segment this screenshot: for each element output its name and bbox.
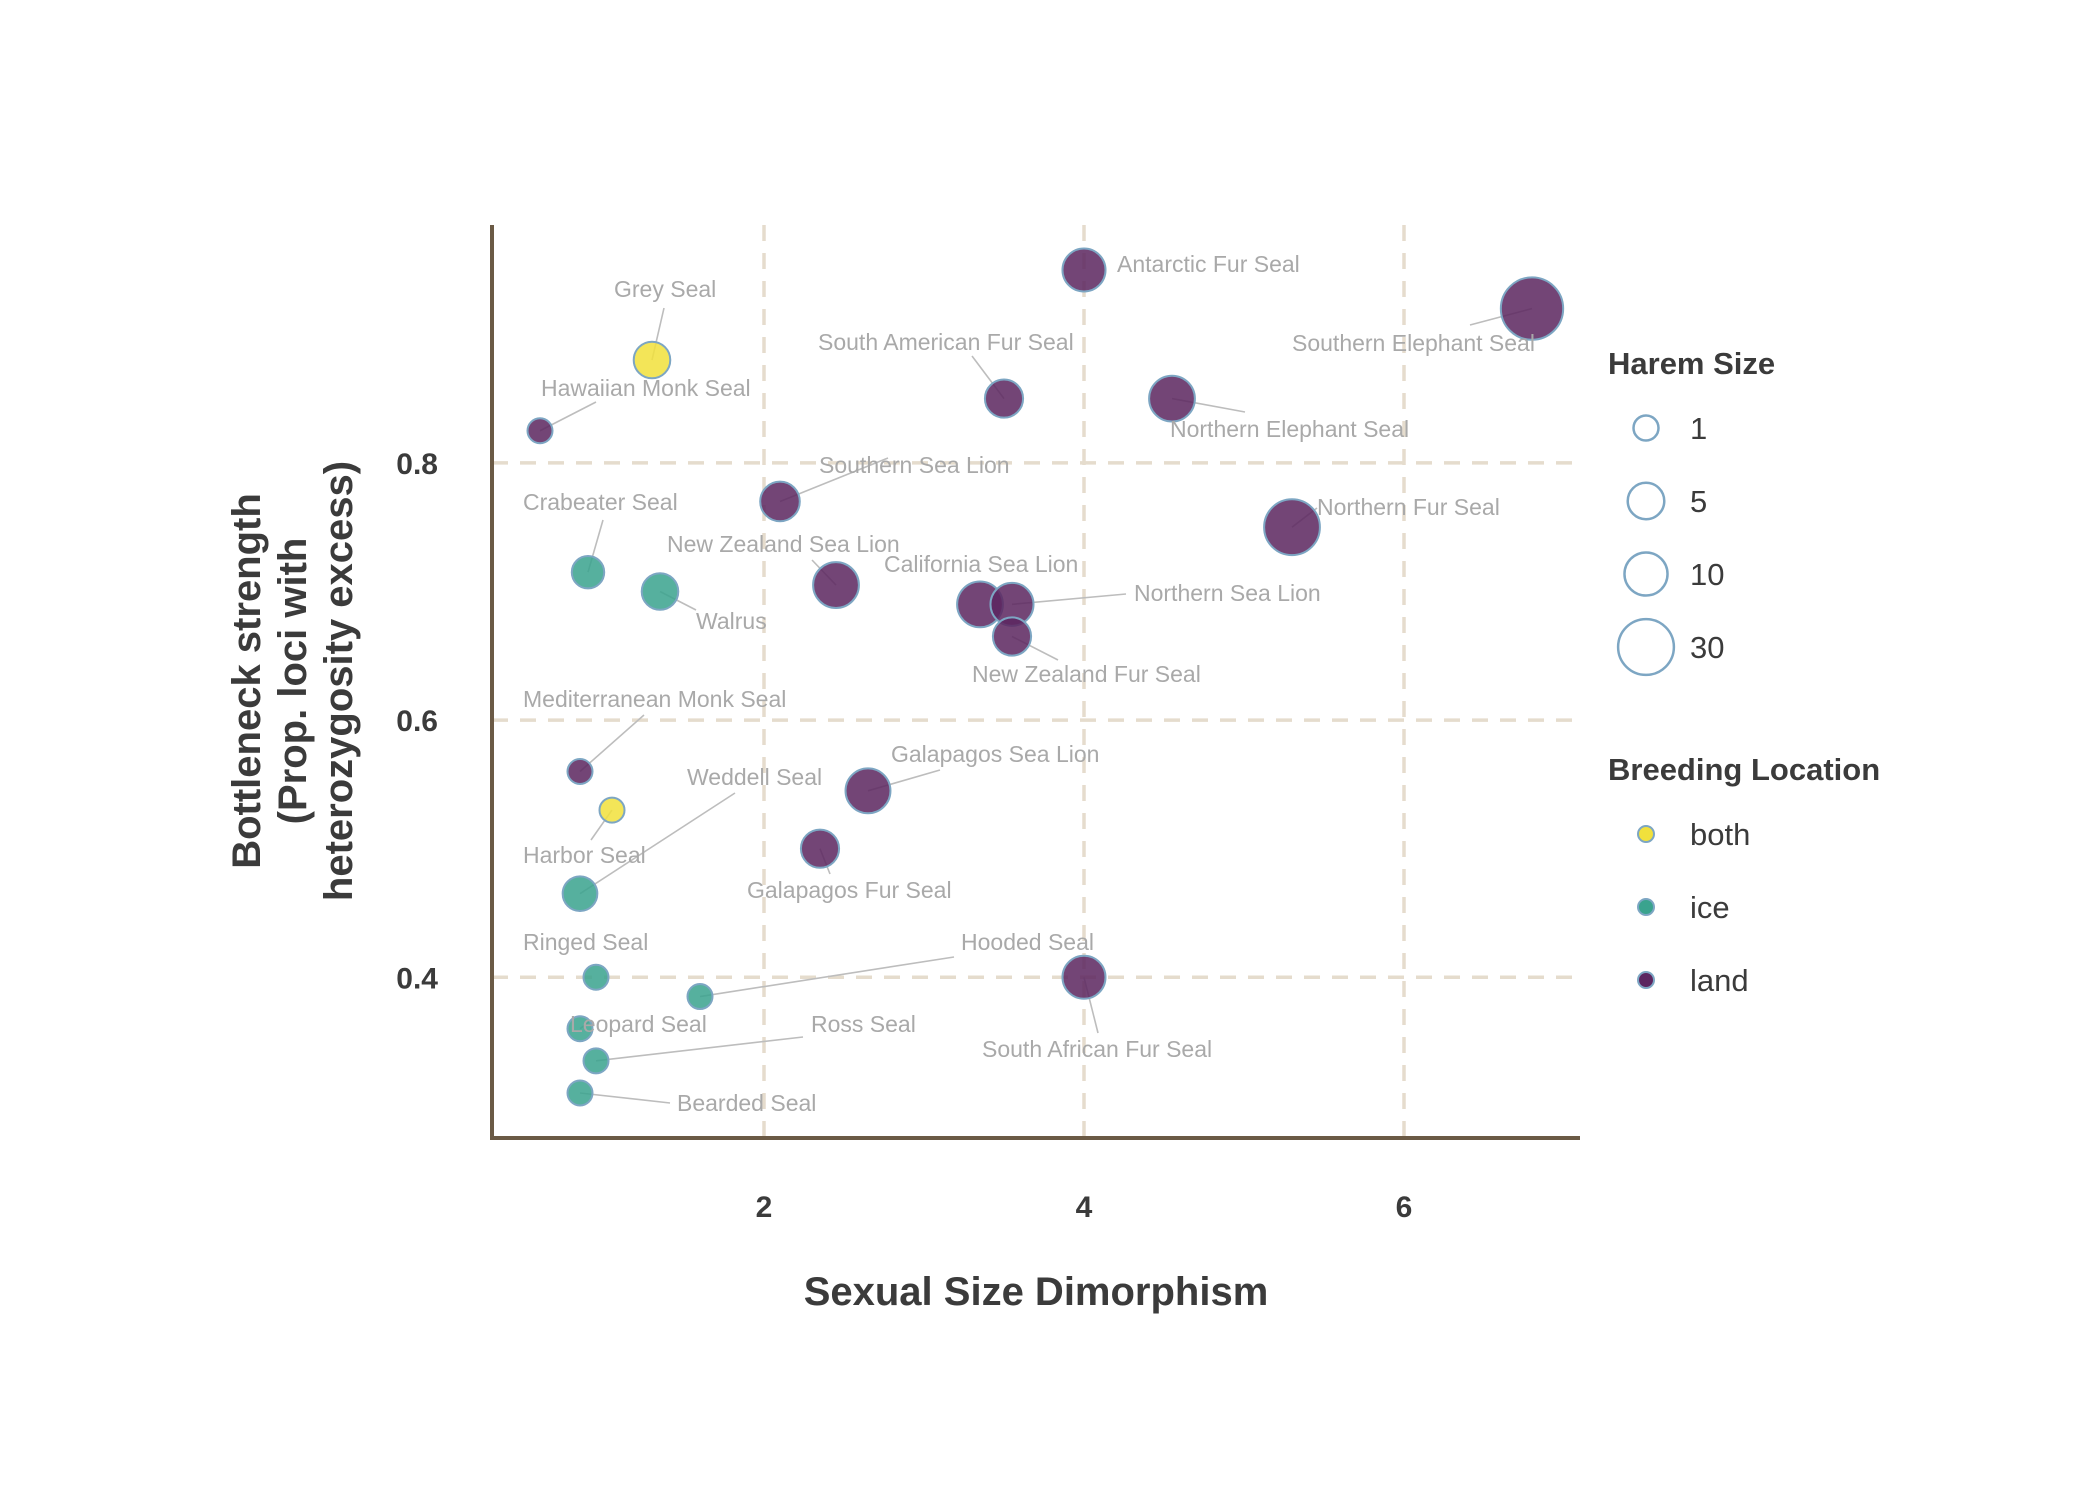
- data-point: [1061, 247, 1107, 293]
- point-label: South American Fur Seal: [818, 329, 1074, 355]
- x-tick-label: 4: [1076, 1191, 1093, 1224]
- point-label: Weddell Seal: [687, 764, 822, 790]
- point-label: Mediterranean Monk Seal: [523, 686, 786, 712]
- y-tick-label: 0.6: [396, 705, 438, 738]
- color-legend-label: ice: [1690, 890, 1730, 925]
- point-label: Hooded Seal: [961, 929, 1094, 955]
- y-axis-title: Bottleneck strength(Prop. loci withheter…: [225, 461, 361, 901]
- data-point: [844, 767, 892, 815]
- size-legend-key: [1616, 617, 1676, 677]
- size-legend: Harem Size 1 5 10 30: [1608, 346, 1775, 677]
- point-label: Ringed Seal: [523, 929, 648, 955]
- data-point: [566, 1079, 594, 1107]
- size-legend-key: [1626, 481, 1666, 521]
- data-point: [799, 828, 841, 869]
- leader-line: [579, 792, 736, 895]
- point-labels: Antarctic Fur Seal Southern Elephant Seal…: [523, 251, 1535, 1116]
- data-point: [1148, 374, 1196, 423]
- data-point: [1061, 954, 1107, 1000]
- data-point: [686, 983, 714, 1011]
- data-point: [566, 1015, 594, 1043]
- point-label: Northern Fur Seal: [1317, 494, 1500, 520]
- x-tick-label: 2: [756, 1191, 773, 1224]
- y-axis-title-line: heterozygosity excess): [317, 461, 361, 901]
- point-label: Southern Sea Lion: [819, 452, 1010, 478]
- point-label: New Zealand Sea Lion: [667, 531, 900, 557]
- axes: 2 4 6 0.4 0.6 0.8: [396, 225, 1580, 1224]
- size-legend-key: [1632, 414, 1660, 442]
- point-label: Northern Sea Lion: [1134, 580, 1321, 606]
- data-point: [598, 796, 626, 824]
- size-legend-label: 1: [1690, 411, 1707, 446]
- data-points: [526, 247, 1565, 1107]
- data-point: [526, 417, 554, 445]
- data-point: [1499, 276, 1565, 341]
- point-label: Ross Seal: [811, 1011, 916, 1037]
- color-legend-key: [1637, 825, 1655, 843]
- y-tick-label: 0.4: [396, 962, 438, 995]
- leader-line: [579, 714, 645, 773]
- data-point: [582, 963, 610, 991]
- size-legend-label: 10: [1690, 557, 1724, 592]
- x-tick-label: 6: [1396, 1191, 1413, 1224]
- data-point: [759, 480, 801, 523]
- data-point: [983, 378, 1025, 419]
- point-label: Harbor Seal: [523, 842, 646, 868]
- data-point: [561, 875, 599, 913]
- color-legend-label: both: [1690, 817, 1750, 852]
- point-label: Southern Elephant Seal: [1292, 330, 1535, 356]
- size-legend-label: 5: [1690, 484, 1707, 519]
- data-point: [570, 554, 606, 590]
- size-legend-title: Harem Size: [1608, 346, 1775, 381]
- leader-line: [595, 1036, 804, 1062]
- point-label: New Zealand Fur Seal: [972, 661, 1201, 687]
- y-tick-label: 0.8: [396, 448, 438, 481]
- point-label: South African Fur Seal: [982, 1036, 1212, 1062]
- color-legend-key: [1637, 971, 1655, 989]
- point-label: Galapagos Sea Lion: [891, 741, 1099, 767]
- data-point: [1263, 498, 1321, 557]
- leader-line: [699, 956, 955, 998]
- point-label: Walrus: [696, 608, 767, 634]
- point-label: California Sea Lion: [884, 551, 1078, 577]
- color-legend-label: land: [1690, 963, 1749, 998]
- size-legend-label: 30: [1690, 630, 1724, 665]
- y-axis-title-line: Bottleneck strength: [225, 493, 269, 869]
- data-point: [582, 1047, 610, 1075]
- color-legend-key: [1637, 898, 1655, 916]
- color-legend: Breeding Location both ice land: [1608, 752, 1880, 998]
- point-label: Antarctic Fur Seal: [1117, 251, 1300, 277]
- point-label: Hawaiian Monk Seal: [541, 375, 751, 401]
- x-axis-title: Sexual Size Dimorphism: [804, 1270, 1269, 1314]
- point-label: Northern Elephant Seal: [1170, 416, 1409, 442]
- color-legend-title: Breeding Location: [1608, 752, 1880, 787]
- data-point: [566, 758, 594, 786]
- leader-line: [579, 1092, 671, 1104]
- point-label: Galapagos Fur Seal: [747, 877, 952, 903]
- point-label: Bearded Seal: [677, 1090, 816, 1116]
- point-label: Leopard Seal: [570, 1011, 707, 1037]
- data-point: [640, 572, 680, 611]
- data-point: [812, 561, 860, 609]
- y-axis-title-line: (Prop. loci with: [271, 538, 315, 825]
- point-label: Crabeater Seal: [523, 489, 678, 515]
- data-point: [632, 340, 672, 380]
- point-label: Grey Seal: [614, 276, 716, 302]
- size-legend-key: [1623, 551, 1669, 597]
- data-point: [991, 616, 1033, 657]
